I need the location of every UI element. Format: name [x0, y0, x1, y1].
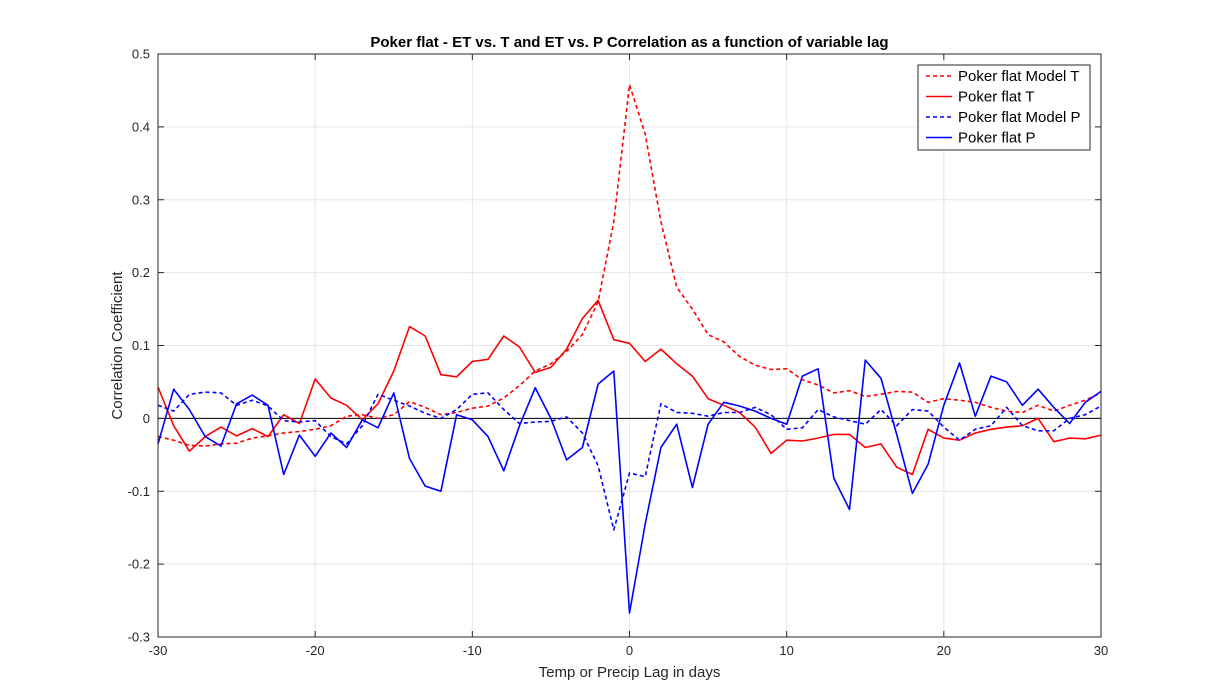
legend-box — [917, 64, 1091, 151]
y-tick-label: 0.5 — [132, 47, 150, 62]
y-tick-label: -0.3 — [128, 630, 150, 645]
y-tick-label: 0.1 — [132, 338, 150, 353]
y-tick-label: -0.1 — [128, 484, 150, 499]
y-tick-label: 0.2 — [132, 265, 150, 280]
series-line-poker-flat-t — [157, 299, 1102, 476]
x-tick-label: -20 — [306, 643, 325, 658]
legend-label: Poker flat P — [958, 130, 1036, 147]
series-line-poker-flat-model-t — [157, 83, 1102, 447]
y-tick-label: 0 — [143, 411, 150, 426]
legend-label: Poker flat Model P — [958, 109, 1081, 126]
x-tick-label: 20 — [937, 643, 951, 658]
x-tick-label: -30 — [149, 643, 168, 658]
legend-label: Poker flat Model T — [958, 68, 1079, 85]
x-tick-label: 30 — [1094, 643, 1108, 658]
x-tick-label: 0 — [626, 643, 633, 658]
y-tick-label: 0.4 — [132, 119, 150, 134]
y-tick-label: 0.3 — [132, 192, 150, 207]
series-line-poker-flat-p — [157, 359, 1102, 614]
data-series — [157, 83, 1102, 614]
x-axis-label: Temp or Precip Lag in days — [539, 664, 721, 681]
axis-ticks: -30 -20 -10 0 10 20 30 -0.3 -0.2 -0.1 0 0.1 0.2 0.3 0.… — [128, 47, 1109, 659]
series-line-poker-flat-model-p — [157, 391, 1102, 531]
legend-label: Poker flat T — [958, 89, 1034, 106]
y-axis-label: Correlation Coefficient — [109, 271, 126, 420]
x-tick-label: 10 — [779, 643, 793, 658]
x-tick-label: -10 — [463, 643, 482, 658]
legend: Poker flat Model T Poker flat T Poker flat… — [917, 64, 1091, 151]
y-tick-label: -0.2 — [128, 557, 150, 572]
chart-title: Poker flat - ET vs. T and ET vs. P Corre… — [370, 34, 888, 51]
